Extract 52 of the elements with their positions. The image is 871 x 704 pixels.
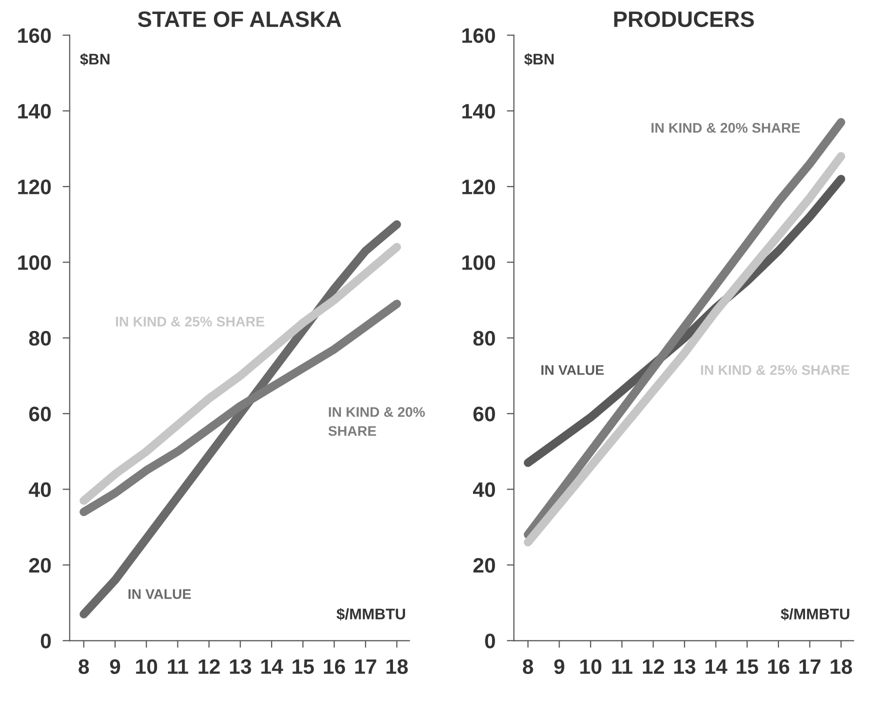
y-tick-label: 140 <box>462 104 495 119</box>
x-tick-label: 11 <box>612 659 632 674</box>
y-tick-label: 100 <box>18 255 51 270</box>
y-tick-label: 0 <box>40 634 51 648</box>
y-tick-label: 60 <box>29 406 51 422</box>
x-tick-label: 18 <box>386 659 408 674</box>
x-tick-label: 14 <box>706 659 728 674</box>
x-tick-label: 15 <box>736 659 758 674</box>
x-tick-label: 9 <box>554 659 564 674</box>
x-tick-label: 10 <box>580 659 602 674</box>
series-label: IN VALUE <box>541 365 604 375</box>
series-label: IN KIND & 20% SHARE <box>652 122 800 133</box>
x-tick-label: 17 <box>799 659 820 674</box>
x-tick-label: 17 <box>355 659 376 674</box>
y-tick-label: 80 <box>473 330 495 346</box>
y-tick-label: 160 <box>18 28 51 43</box>
y-axis-title: $BN <box>524 53 554 66</box>
series-label: IN VALUE <box>128 589 191 599</box>
y-tick-label: 80 <box>29 330 51 346</box>
series-label: IN KIND & 25% SHARE <box>116 316 264 327</box>
x-tick-label: 18 <box>830 659 852 674</box>
x-tick-label: 13 <box>230 659 252 674</box>
x-tick-label: 8 <box>522 659 534 674</box>
x-tick-label: 8 <box>78 659 89 674</box>
y-tick-label: 160 <box>462 28 495 43</box>
x-tick-label: 11 <box>168 659 188 674</box>
x-tick-label: 12 <box>198 659 220 674</box>
chart-title: STATE OF ALASKA <box>138 11 342 28</box>
x-tick-label: 10 <box>136 659 158 674</box>
x-tick-label: 12 <box>642 659 664 674</box>
series-label: IN KIND & 25% SHARE <box>701 365 850 375</box>
y-tick-label: 100 <box>462 255 495 270</box>
y-axis-title: $BN <box>80 53 110 66</box>
chart-title: PRODUCERS <box>614 11 754 28</box>
y-tick-label: 140 <box>18 104 51 119</box>
text: IN KIND & 20% SHARE <box>328 407 425 436</box>
x-tick-label: 16 <box>768 659 790 674</box>
y-tick-label: 0 <box>485 634 495 648</box>
x-tick-label: 9 <box>110 659 120 674</box>
y-tick-label: 20 <box>473 558 495 573</box>
y-tick-label: 60 <box>473 406 495 422</box>
x-axis-title: $/MMBTU <box>336 608 406 620</box>
x-tick-label: 16 <box>324 659 346 674</box>
y-tick-label: 120 <box>462 180 495 194</box>
y-tick-label: 40 <box>472 482 495 498</box>
x-tick-label: 13 <box>674 659 696 674</box>
x-tick-label: 14 <box>261 659 284 674</box>
x-tick-label: 15 <box>292 659 314 674</box>
y-tick-label: 40 <box>28 482 51 498</box>
y-tick-label: 20 <box>29 558 51 573</box>
x-axis-title: $/MMBTU <box>780 608 850 620</box>
y-tick-label: 120 <box>18 180 51 194</box>
